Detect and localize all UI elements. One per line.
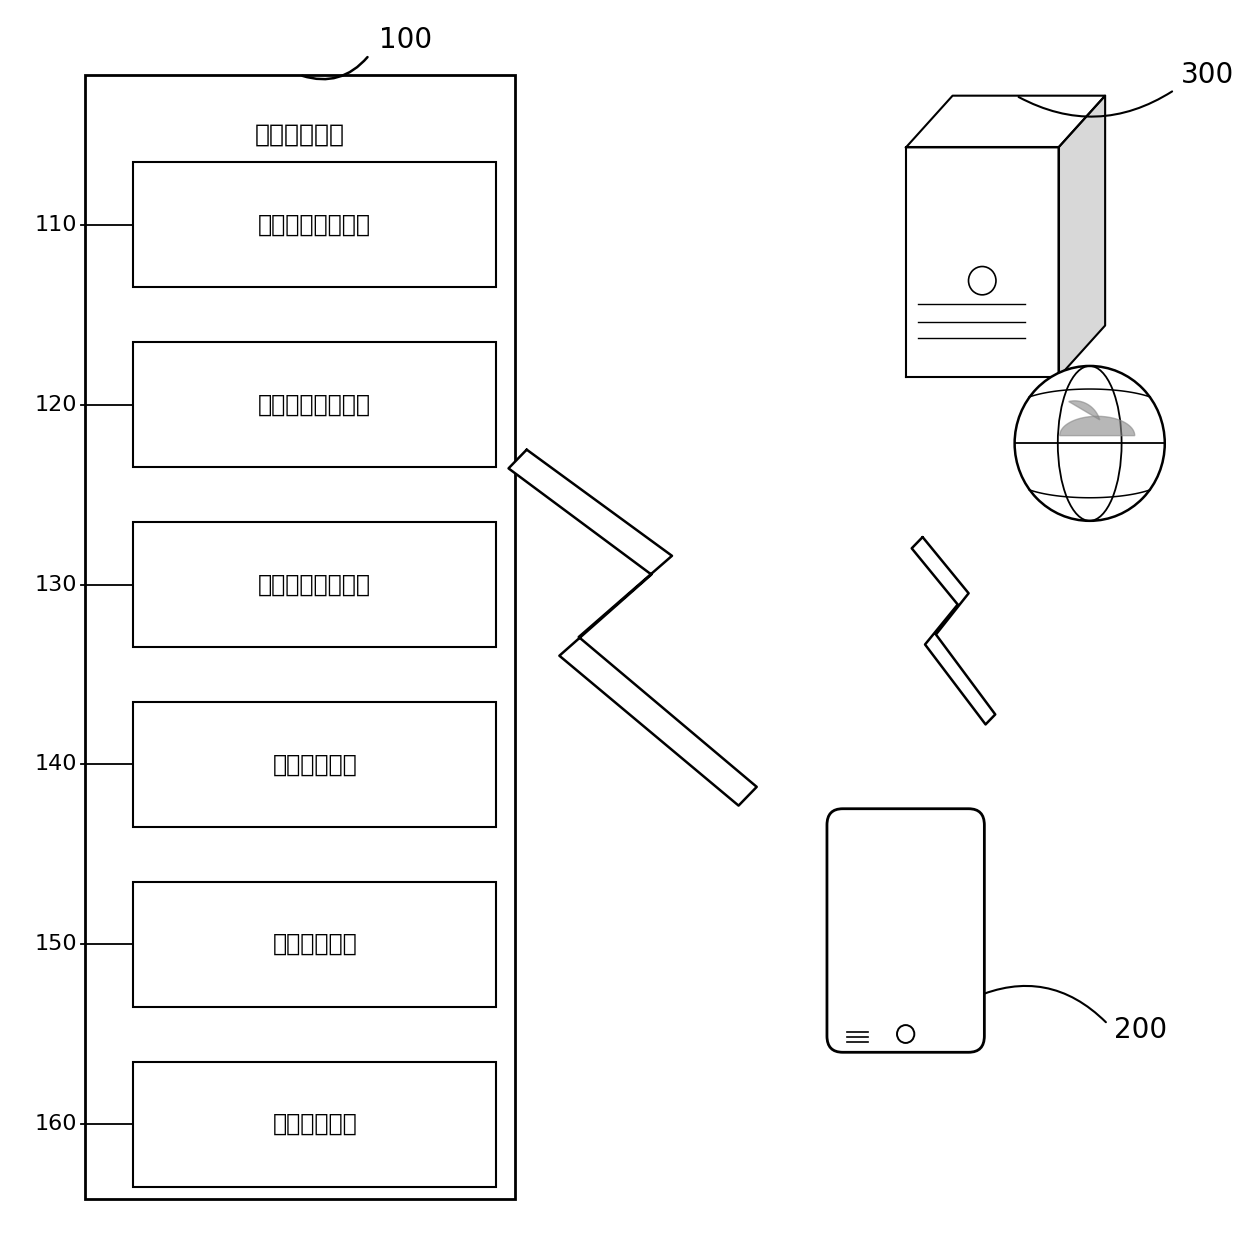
Bar	[918, 182, 1025, 195]
Bar	[133, 162, 496, 287]
Bar	[133, 342, 496, 467]
Text: 110: 110	[35, 215, 77, 235]
Bar	[133, 702, 496, 827]
Text: 日常记录模块: 日常记录模块	[273, 932, 357, 957]
Circle shape	[1014, 366, 1164, 521]
Text: 环境因素检测模块: 环境因素检测模块	[258, 392, 371, 417]
Text: 160: 160	[35, 1114, 77, 1134]
Text: 100: 100	[379, 26, 432, 54]
Text: 因素检测单元: 因素检测单元	[254, 122, 345, 147]
Polygon shape	[1060, 416, 1135, 436]
Polygon shape	[508, 450, 756, 806]
Circle shape	[897, 1025, 914, 1043]
Bar	[133, 522, 496, 647]
Polygon shape	[1069, 401, 1100, 420]
Text: 生命体征检测模块: 生命体征检测模块	[258, 212, 371, 237]
Bar	[133, 1062, 496, 1187]
Text: 地理位置检测模块: 地理位置检测模块	[258, 572, 371, 597]
Bar	[84, 75, 515, 1199]
Bar	[918, 210, 1025, 222]
Text: 140: 140	[35, 754, 77, 774]
Text: 130: 130	[35, 575, 77, 595]
Polygon shape	[1059, 96, 1105, 377]
Text: 200: 200	[1114, 1017, 1167, 1044]
Circle shape	[968, 266, 996, 295]
FancyBboxPatch shape	[827, 809, 985, 1052]
Text: 时间记录模块: 时间记录模块	[273, 752, 357, 777]
Bar	[133, 882, 496, 1007]
Polygon shape	[906, 96, 1105, 147]
Polygon shape	[911, 537, 996, 724]
Text: 300: 300	[1180, 61, 1234, 89]
Text: 视力检测模块: 视力检测模块	[273, 1112, 357, 1137]
Bar	[918, 242, 1025, 255]
Text: 120: 120	[35, 395, 77, 415]
Bar	[838, 841, 973, 1010]
Polygon shape	[906, 147, 1059, 377]
Bar	[880, 822, 931, 827]
Text: 150: 150	[35, 934, 77, 954]
